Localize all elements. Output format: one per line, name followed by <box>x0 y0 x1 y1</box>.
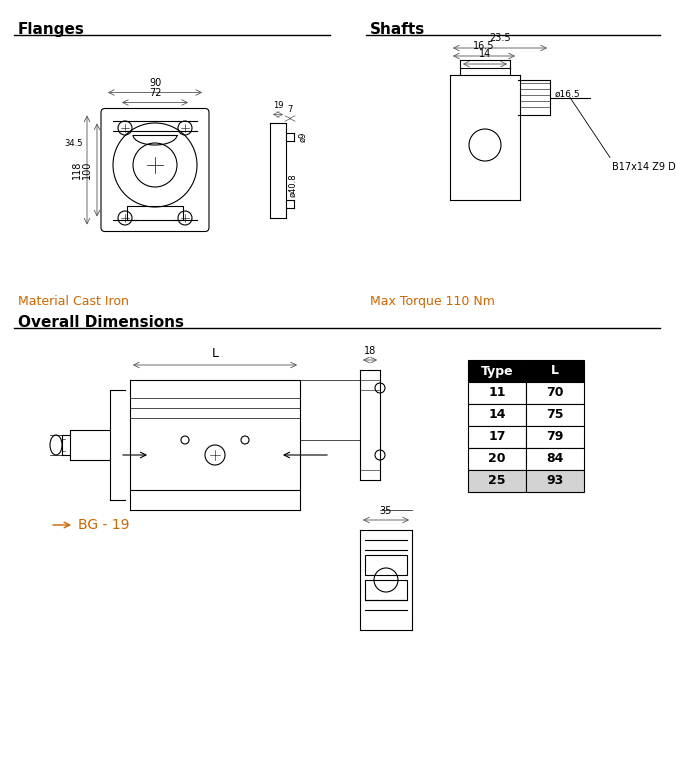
Bar <box>526 360 584 382</box>
Text: 17: 17 <box>488 430 506 443</box>
Bar <box>468 360 526 382</box>
Text: 84: 84 <box>546 453 564 466</box>
Text: 25: 25 <box>488 474 506 487</box>
Bar <box>468 470 526 492</box>
Text: 90: 90 <box>149 78 161 88</box>
Text: 7: 7 <box>287 105 293 115</box>
Text: 79: 79 <box>546 430 564 443</box>
Bar <box>526 382 584 404</box>
Text: Shafts: Shafts <box>370 22 425 37</box>
Text: 34.5: 34.5 <box>64 140 83 149</box>
Text: L: L <box>212 347 218 360</box>
Text: Max Torque 110 Nm: Max Torque 110 Nm <box>370 295 495 308</box>
Text: 72: 72 <box>149 88 162 98</box>
Bar <box>526 426 584 448</box>
Bar <box>468 426 526 448</box>
Bar <box>468 448 526 470</box>
Text: BG - 19: BG - 19 <box>78 518 130 532</box>
Text: Material Cast Iron: Material Cast Iron <box>18 295 129 308</box>
Text: 18: 18 <box>364 346 376 356</box>
Bar <box>526 470 584 492</box>
Text: 23.5: 23.5 <box>489 33 511 43</box>
Text: 19: 19 <box>272 102 283 111</box>
Text: ø16.5: ø16.5 <box>555 90 581 99</box>
Text: ø9: ø9 <box>298 131 307 142</box>
Text: L: L <box>551 364 559 377</box>
Text: 75: 75 <box>546 408 564 422</box>
Bar <box>526 404 584 426</box>
Bar <box>365 555 407 575</box>
Text: B17x14 Z9 DIN 5482: B17x14 Z9 DIN 5482 <box>612 163 676 173</box>
Bar <box>127 205 183 219</box>
Text: 35: 35 <box>380 506 392 516</box>
Bar <box>468 382 526 404</box>
Text: 16.5: 16.5 <box>473 41 495 51</box>
Bar <box>365 580 407 600</box>
Text: 14: 14 <box>488 408 506 422</box>
Text: 20: 20 <box>488 453 506 466</box>
Text: Type: Type <box>481 364 513 377</box>
Bar <box>468 404 526 426</box>
Bar <box>526 448 584 470</box>
Text: 11: 11 <box>488 387 506 399</box>
Text: 14: 14 <box>479 49 491 59</box>
Text: ø40.8: ø40.8 <box>288 173 297 197</box>
Text: 93: 93 <box>546 474 564 487</box>
Text: Overall Dimensions: Overall Dimensions <box>18 315 184 330</box>
Text: 70: 70 <box>546 387 564 399</box>
Text: 100: 100 <box>82 161 92 179</box>
Text: 118: 118 <box>72 161 82 179</box>
Text: Flanges: Flanges <box>18 22 85 37</box>
